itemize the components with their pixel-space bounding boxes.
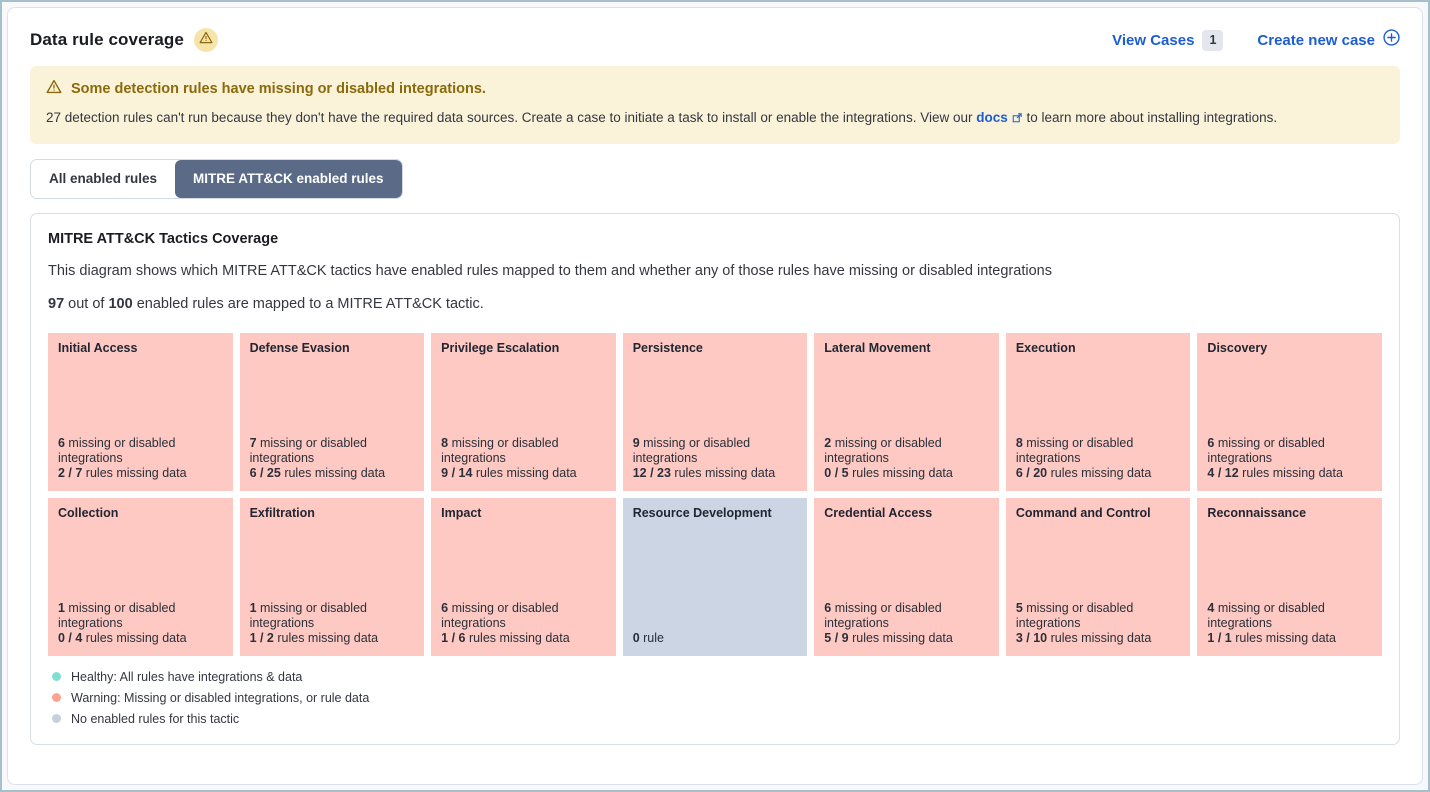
legend-label: Warning: Missing or disabled integration… xyxy=(71,690,370,705)
tactic-stats: 5 missing or disabled integrations 3 / 10… xyxy=(1015,600,1152,646)
external-link-icon xyxy=(1011,110,1023,130)
tactic-stats: 6 missing or disabled integrations 5 / 9 … xyxy=(824,600,953,646)
legend-item-warning: Warning: Missing or disabled integration… xyxy=(48,691,1382,705)
tactic-stats: 6 missing or disabled integrations 1 / 6 … xyxy=(441,600,570,646)
tab-mitre-attack-enabled-rules[interactable]: MITRE ATT&CK enabled rules xyxy=(175,159,402,198)
legend-dot-healthy xyxy=(52,672,61,682)
tactic-card-reconnaissance[interactable]: Reconnaissance 4 missing or disabled inte… xyxy=(1197,497,1382,656)
coverage-panel-description: This diagram shows which MITRE ATT&CK ta… xyxy=(48,262,1052,279)
page-title: Data rule coverage xyxy=(30,30,184,49)
page-header: Data rule coverage View Cases 1 xyxy=(30,28,1400,52)
tactic-card-lateral-movement[interactable]: Lateral Movement 2 missing or disabled in… xyxy=(814,332,999,491)
callout-text-after: to learn more about installing integrati… xyxy=(1022,110,1278,125)
tactic-name: Resource Development xyxy=(632,505,772,520)
tactic-stats: 7 missing or disabled integrations 6 / 25… xyxy=(249,435,386,481)
tactic-card-privilege-escalation[interactable]: Privilege Escalation 8 missing or disable… xyxy=(431,332,616,491)
tactic-card-exfiltration[interactable]: Exfiltration 1 missing or disabled integr… xyxy=(239,497,425,656)
tactic-card-defense-evasion[interactable]: Defense Evasion 7 missing or disabled int… xyxy=(239,332,425,491)
tactic-stats: 0 rule xyxy=(632,631,664,646)
plus-circle-icon xyxy=(1383,29,1400,51)
tactic-name: Impact xyxy=(441,505,482,520)
rules-filter-button-group: All enabled rules MITRE ATT&CK enabled r… xyxy=(30,158,403,199)
tactic-name: Defense Evasion xyxy=(249,340,350,355)
tactic-name: Privilege Escalation xyxy=(441,340,560,355)
tactic-name: Reconnaissance xyxy=(1207,505,1307,520)
tactic-card-command-and-control[interactable]: Command and Control 5 missing or disabled… xyxy=(1005,497,1191,656)
legend-label: No enabled rules for this tactic xyxy=(71,711,240,726)
coverage-legend: Healthy: All rules have integrations & d… xyxy=(48,670,1382,726)
tactic-name: Exfiltration xyxy=(249,505,315,520)
data-rule-coverage-page: Data rule coverage View Cases 1 xyxy=(7,7,1423,785)
total-rules-count: 100 xyxy=(108,295,133,312)
tactic-card-persistence[interactable]: Persistence 9 missing or disabled integra… xyxy=(622,332,808,491)
docs-link[interactable]: docs xyxy=(976,110,1008,125)
tactic-stats: 8 missing or disabled integrations 6 / 20… xyxy=(1015,435,1152,481)
create-new-case-link[interactable]: Create new case xyxy=(1257,29,1400,51)
view-cases-link[interactable]: View Cases 1 xyxy=(1112,29,1224,51)
cases-count-badge: 1 xyxy=(1202,29,1224,51)
tactic-stats: 9 missing or disabled integrations 12 / 2… xyxy=(632,435,776,481)
tactic-name: Execution xyxy=(1015,340,1076,355)
callout-body: 27 detection rules can't run because the… xyxy=(46,108,1384,130)
tactic-stats: 8 missing or disabled integrations 9 / 14… xyxy=(441,435,577,481)
tactic-name: Collection xyxy=(58,505,119,520)
tactic-name: Initial Access xyxy=(58,340,138,355)
tactic-name: Command and Control xyxy=(1015,505,1151,520)
mitre-coverage-panel: MITRE ATT&CK Tactics Coverage This diagr… xyxy=(30,212,1400,745)
create-new-case-label: Create new case xyxy=(1257,31,1375,49)
mapped-rules-count: 97 xyxy=(48,295,65,312)
legend-item-none: No enabled rules for this tactic xyxy=(48,712,1382,726)
tactic-card-execution[interactable]: Execution 8 missing or disabled integrati… xyxy=(1005,332,1191,491)
tactic-card-initial-access[interactable]: Initial Access 6 missing or disabled inte… xyxy=(48,332,233,491)
tactic-stats: 4 missing or disabled integrations 1 / 1 … xyxy=(1207,600,1336,646)
tactic-name: Lateral Movement xyxy=(824,340,931,355)
tactic-stats: 6 missing or disabled integrations 4 / 12… xyxy=(1207,435,1343,481)
legend-dot-warning xyxy=(52,693,61,703)
callout-warning-icon xyxy=(46,79,62,99)
tactic-card-impact[interactable]: Impact 6 missing or disabled integrations… xyxy=(431,497,616,656)
legend-label: Healthy: All rules have integrations & d… xyxy=(71,669,303,684)
coverage-summary: 97 out of 100 enabled rules are mapped t… xyxy=(48,295,484,312)
tactic-card-discovery[interactable]: Discovery 6 missing or disabled integrati… xyxy=(1197,332,1382,491)
callout-title: Some detection rules have missing or dis… xyxy=(71,81,486,97)
tactic-card-collection[interactable]: Collection 1 missing or disabled integrat… xyxy=(48,497,233,656)
warning-badge xyxy=(193,28,218,52)
tactic-stats: 2 missing or disabled integrations 0 / 5 … xyxy=(824,435,953,481)
tactic-stats: 1 missing or disabled integrations 0 / 4 … xyxy=(58,600,187,646)
tactic-name: Discovery xyxy=(1207,340,1268,355)
warning-triangle-icon xyxy=(199,31,213,49)
tactic-stats: 6 missing or disabled integrations 2 / 7 … xyxy=(58,435,187,481)
tactic-card-credential-access[interactable]: Credential Access 6 missing or disabled i… xyxy=(814,497,999,656)
tab-all-enabled-rules[interactable]: All enabled rules xyxy=(31,159,176,198)
tactic-stats: 1 missing or disabled integrations 1 / 2 … xyxy=(249,600,379,646)
tactics-grid: Initial Access 6 missing or disabled inte… xyxy=(48,332,1382,656)
tactic-name: Credential Access xyxy=(824,505,933,520)
missing-integrations-callout: Some detection rules have missing or dis… xyxy=(30,66,1400,144)
view-cases-label: View Cases xyxy=(1112,31,1195,49)
tactic-card-resource-development[interactable]: Resource Development 0 rule xyxy=(622,497,808,656)
callout-text-before: 27 detection rules can't run because the… xyxy=(46,110,977,125)
coverage-panel-title: MITRE ATT&CK Tactics Coverage xyxy=(48,230,279,247)
legend-dot-none xyxy=(52,714,61,724)
tactic-name: Persistence xyxy=(632,340,703,355)
legend-item-healthy: Healthy: All rules have integrations & d… xyxy=(48,670,1382,684)
